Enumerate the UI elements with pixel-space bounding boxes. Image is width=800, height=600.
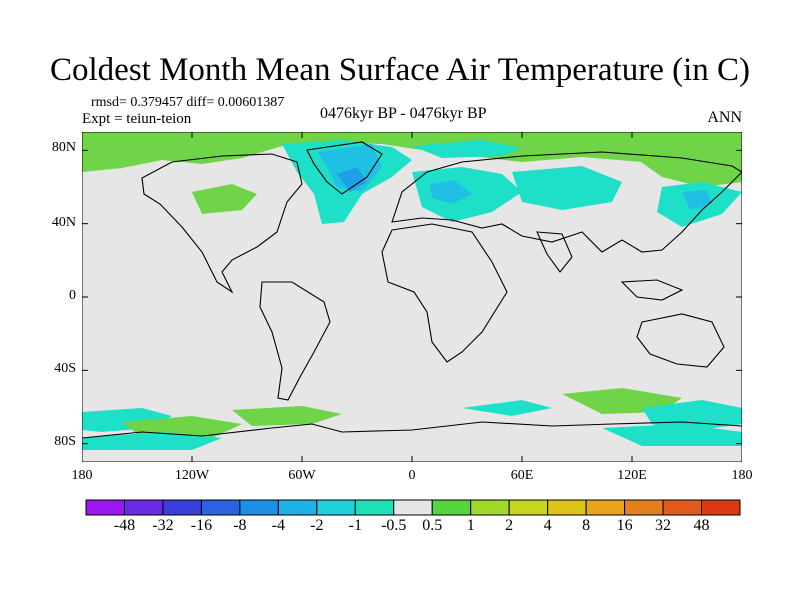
- eurasia-coast: [391, 151, 742, 253]
- stats-label: rmsd= 0.379457 diff= 0.00601387: [91, 95, 285, 110]
- colorbar-label: -4: [271, 517, 286, 534]
- greenland-coast: [306, 141, 383, 195]
- colorbar-label: -32: [152, 517, 174, 534]
- far-east-cooler: [682, 190, 712, 210]
- colorbar-box: [123, 499, 164, 516]
- colorbar-box: [85, 499, 125, 516]
- colorbar-box: [277, 499, 318, 516]
- colorbar-label: 4: [543, 517, 552, 534]
- colorbar-box: [200, 499, 241, 516]
- greenland-core-cool: [337, 167, 367, 192]
- colorbar-label: 32: [655, 517, 672, 534]
- siberia-cool: [512, 166, 622, 210]
- colorbar-box: [624, 499, 664, 516]
- colorbar-label: -2: [310, 517, 324, 534]
- colorbar-box: [431, 499, 472, 516]
- colorbar-box: [547, 499, 587, 516]
- colorbar-boxes: [85, 499, 741, 516]
- arctic-warm-band: [82, 132, 742, 172]
- lon-tick-60e: 60E: [510, 468, 534, 483]
- colorbar-box: [393, 499, 433, 516]
- antarctic-cool-west: [82, 432, 222, 450]
- colorbar-box: [508, 499, 549, 516]
- lon-tick-180e: 180: [731, 468, 753, 483]
- southern-ocean-warm-center: [232, 406, 342, 426]
- australia-coast: [636, 313, 725, 368]
- lat-tick-40s: 40S: [54, 361, 76, 376]
- colorbar-label: -1: [348, 517, 362, 534]
- colorbar-label: -0.5: [381, 517, 407, 534]
- southern-ocean-cool-center: [462, 400, 552, 416]
- lon-tick-0: 0: [408, 468, 416, 483]
- colorbar-box: [662, 499, 703, 516]
- map-ticks: [82, 132, 742, 462]
- colorbar-box: [239, 499, 279, 516]
- colorbar-box: [354, 499, 395, 516]
- colorbar-label: -16: [190, 517, 213, 534]
- figure-title: Coldest Month Mean Surface Air Temperatu…: [50, 52, 750, 88]
- lat-tick-80n: 80N: [51, 140, 76, 155]
- colorbar-label: -8: [233, 517, 247, 534]
- africa-coast: [381, 223, 508, 363]
- experiment-id-label: Expt = teiun-teion: [82, 111, 192, 127]
- colorbar-label: 48: [693, 517, 710, 534]
- experiment-period-label: 0476kyr BP - 0476kyr BP: [320, 105, 487, 122]
- maritime-continent-coast: [620, 279, 684, 301]
- europe-cooler: [430, 180, 472, 204]
- eurasia-warm: [627, 147, 742, 187]
- lon-tick-60w: 60W: [288, 468, 316, 483]
- lon-tick-120w: 120W: [174, 468, 210, 483]
- greenland-sea-cool: [317, 144, 382, 192]
- colorbar-box: [701, 499, 741, 516]
- arctic-cool-streak: [412, 140, 522, 158]
- south-america-coast: [259, 281, 331, 401]
- north-pacific-warm: [192, 184, 257, 214]
- coastlines: [82, 141, 742, 439]
- map-panel: [82, 132, 742, 462]
- antarctic-cool-east: [602, 424, 742, 446]
- antarctica-coast: [82, 421, 742, 439]
- colorbar-label: -48: [113, 517, 136, 534]
- india-coast: [536, 231, 573, 273]
- lat-tick-40n: 40N: [51, 215, 76, 230]
- colorbar-label: 0.5: [422, 517, 443, 534]
- colorbar-label: 1: [466, 517, 475, 534]
- north-america-coast: [141, 153, 303, 294]
- lat-tick-0: 0: [69, 288, 76, 303]
- colorbar-label: 16: [616, 517, 633, 534]
- colorbar-label: 2: [505, 517, 514, 534]
- season-label: ANN: [707, 109, 742, 126]
- colorbar-box: [316, 499, 356, 516]
- colorbar-label: 8: [582, 517, 591, 534]
- lon-tick-120e: 120E: [617, 468, 647, 483]
- colorbar-box: [162, 499, 202, 516]
- lat-tick-80s: 80S: [54, 434, 76, 449]
- colorbar-box: [470, 499, 510, 516]
- colorbar-box: [585, 499, 626, 516]
- lon-tick-180w: 180: [71, 468, 93, 483]
